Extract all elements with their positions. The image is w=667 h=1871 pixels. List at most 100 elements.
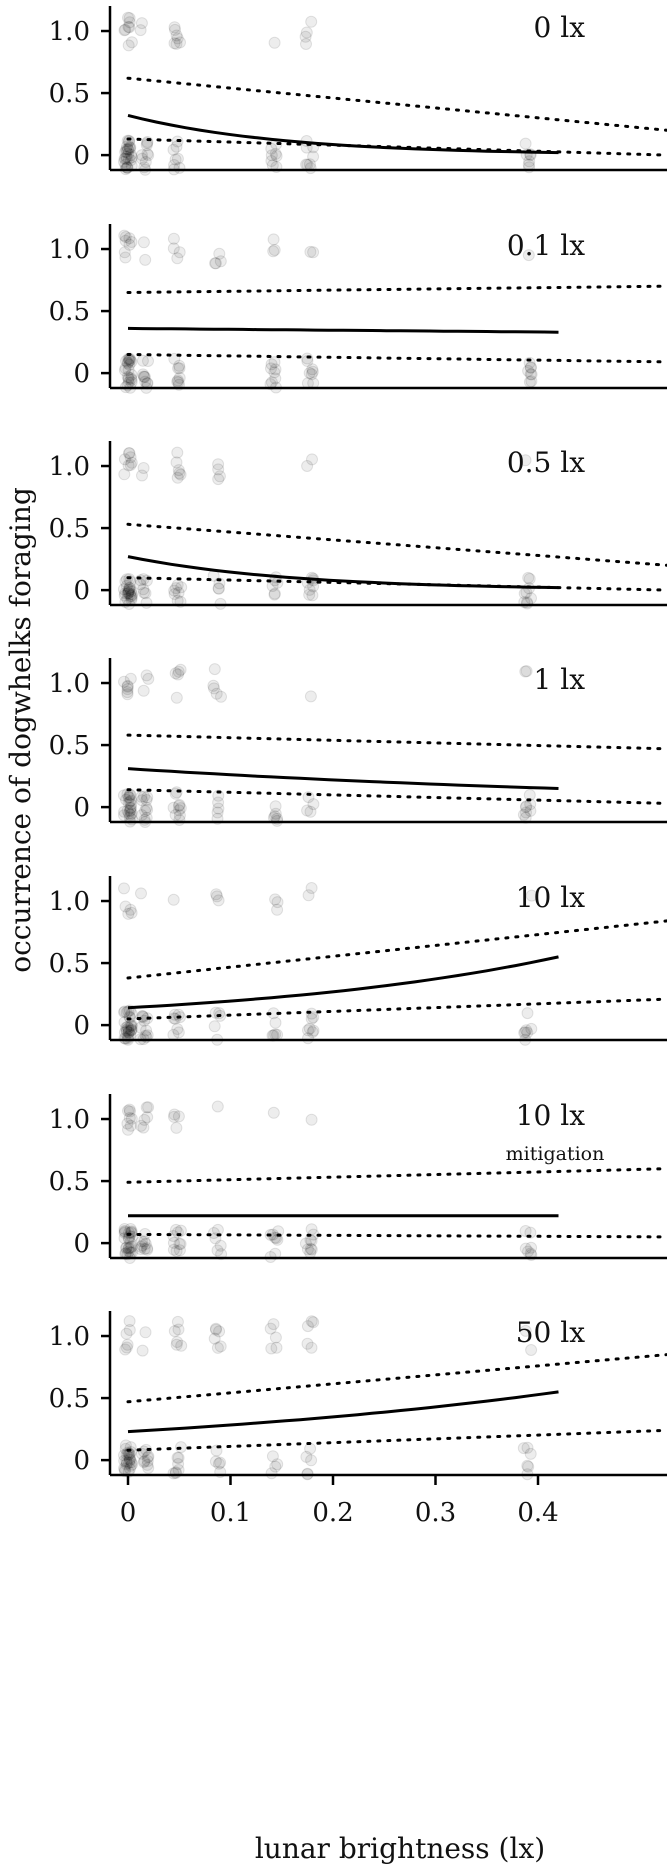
data-point bbox=[521, 1441, 534, 1454]
data-point bbox=[269, 807, 282, 820]
data-point bbox=[121, 679, 134, 692]
data-point bbox=[117, 583, 130, 596]
data-point bbox=[525, 1344, 538, 1356]
data-point bbox=[125, 1024, 138, 1037]
data-point bbox=[299, 30, 312, 43]
data-point bbox=[138, 370, 151, 383]
data-point bbox=[119, 900, 132, 913]
data-point bbox=[136, 152, 149, 165]
data-point bbox=[118, 453, 131, 466]
data-point bbox=[141, 136, 154, 148]
data-point bbox=[124, 1241, 137, 1254]
confidence-lower-line bbox=[126, 353, 667, 364]
data-point bbox=[168, 37, 181, 50]
data-point bbox=[519, 811, 532, 824]
data-point bbox=[215, 690, 227, 703]
data-point bbox=[210, 888, 223, 901]
data-point bbox=[170, 1338, 183, 1351]
data-point bbox=[305, 1341, 318, 1354]
data-point bbox=[118, 1223, 131, 1235]
data-point bbox=[174, 36, 186, 49]
data-point bbox=[141, 1458, 154, 1471]
data-point bbox=[214, 1239, 227, 1252]
data-point bbox=[119, 1032, 132, 1045]
data-point bbox=[125, 1456, 138, 1469]
data-point bbox=[299, 1237, 312, 1250]
data-point bbox=[122, 371, 135, 384]
data-point bbox=[120, 152, 133, 165]
data-point bbox=[267, 233, 280, 246]
data-point bbox=[122, 585, 135, 598]
data-point bbox=[119, 152, 132, 165]
data-point bbox=[125, 591, 138, 604]
data-point bbox=[120, 1241, 133, 1254]
data-point bbox=[170, 691, 183, 704]
data-point bbox=[522, 571, 535, 584]
data-point bbox=[209, 257, 222, 270]
data-point bbox=[300, 1450, 313, 1463]
data-point bbox=[123, 582, 136, 595]
data-point bbox=[271, 1458, 284, 1471]
data-point bbox=[139, 156, 152, 168]
panel-title: 10 lx bbox=[516, 881, 585, 914]
data-point bbox=[174, 802, 187, 815]
data-point bbox=[170, 1223, 182, 1236]
data-point bbox=[140, 574, 153, 587]
data-point bbox=[119, 231, 132, 243]
data-point bbox=[174, 663, 187, 676]
data-point bbox=[123, 1454, 136, 1467]
data-point bbox=[519, 454, 532, 467]
data-point bbox=[270, 150, 283, 162]
data-point bbox=[271, 903, 284, 916]
data-point bbox=[171, 1023, 184, 1035]
data-point bbox=[301, 460, 314, 472]
data-point bbox=[125, 36, 138, 49]
data-points bbox=[117, 663, 537, 828]
data-point bbox=[525, 1022, 538, 1035]
data-point bbox=[139, 253, 152, 266]
x-axis-title: lunar brightness (lx) bbox=[255, 1832, 545, 1865]
fitted-trend-line bbox=[127, 555, 559, 590]
data-point bbox=[121, 1117, 134, 1130]
data-point bbox=[122, 373, 135, 386]
fitted-trend-line bbox=[127, 955, 559, 1010]
data-point bbox=[119, 587, 132, 600]
data-point bbox=[137, 370, 150, 383]
confidence-lower-line bbox=[126, 788, 667, 805]
y-tick-label: 1.0 bbox=[49, 452, 90, 482]
data-point bbox=[306, 1026, 319, 1039]
data-point bbox=[118, 805, 131, 818]
data-point bbox=[140, 669, 153, 682]
y-tick-label: 1.0 bbox=[49, 669, 90, 699]
data-point bbox=[214, 1340, 227, 1353]
data-point bbox=[305, 1315, 318, 1328]
data-point bbox=[269, 1331, 282, 1344]
data-point bbox=[212, 1457, 225, 1470]
data-point bbox=[122, 796, 135, 809]
data-point bbox=[124, 672, 137, 685]
data-point bbox=[524, 1447, 537, 1460]
data-point bbox=[173, 359, 186, 372]
data-point bbox=[122, 39, 135, 52]
data-point bbox=[122, 1022, 135, 1035]
data-point bbox=[522, 249, 535, 262]
data-point bbox=[304, 1242, 317, 1255]
data-point bbox=[118, 1449, 130, 1462]
data-point bbox=[120, 1025, 133, 1038]
confidence-upper-line bbox=[126, 733, 667, 751]
data-point bbox=[213, 1325, 226, 1338]
fitted-trend-line bbox=[127, 767, 559, 790]
y-tick-label: 1.0 bbox=[49, 1322, 90, 1352]
data-point bbox=[123, 1324, 136, 1336]
data-point bbox=[519, 801, 532, 814]
confidence-upper-line bbox=[126, 76, 667, 132]
y-tick-label: 0.5 bbox=[49, 1167, 90, 1197]
data-point bbox=[173, 362, 186, 375]
data-point bbox=[517, 1442, 530, 1455]
data-point bbox=[304, 690, 317, 703]
data-point bbox=[171, 1451, 184, 1464]
data-point bbox=[122, 807, 135, 820]
data-point bbox=[302, 1024, 314, 1037]
data-point bbox=[123, 447, 136, 460]
data-point bbox=[209, 1455, 222, 1468]
